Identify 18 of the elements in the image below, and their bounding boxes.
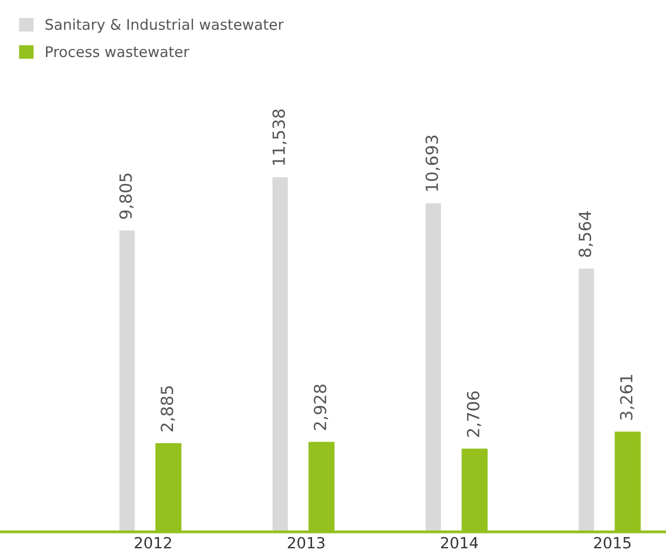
x-tick-label: 2015 [594,536,631,549]
bar [272,177,288,532]
x-tick-label: 2014 [440,536,478,549]
x-tick-label: 2012 [134,536,172,549]
data-label: 2,885 [160,386,175,432]
legend-label: Sanitary & Industrial wastewater [46,18,284,33]
data-label: 8,564 [578,211,593,257]
legend-label: Process wastewater [46,46,190,58]
data-label: 2,928 [314,384,328,430]
bar [426,203,441,532]
bar [578,268,594,532]
data-label: 9,805 [119,174,134,219]
data-label: 2,706 [466,391,482,437]
data-label: 11,538 [272,109,287,165]
bar [119,230,135,532]
data-label: 10,693 [426,136,440,191]
x-tick-label: 2013 [288,536,324,549]
data-label: 3,261 [620,374,634,420]
